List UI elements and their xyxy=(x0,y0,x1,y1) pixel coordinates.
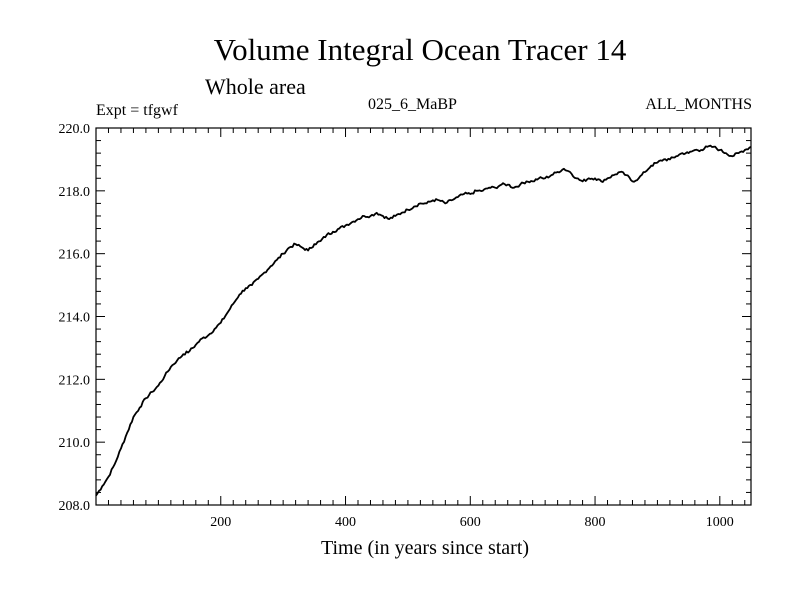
y-tick-label: 218.0 xyxy=(59,185,91,200)
plot-frame xyxy=(95,127,752,506)
run-label: 025_6_MaBP xyxy=(368,96,457,113)
x-tick-label: 600 xyxy=(460,515,481,530)
y-tick-label: 210.0 xyxy=(59,436,91,451)
y-tick-label: 220.0 xyxy=(59,122,91,137)
experiment-label: Expt = tfgwf xyxy=(96,102,178,119)
x-axis-label: Time (in years since start) xyxy=(320,537,530,559)
series-line xyxy=(95,144,752,497)
chart-subtitle: Whole area xyxy=(205,74,306,99)
months-label: ALL_MONTHS xyxy=(645,96,752,113)
x-tick-label: 200 xyxy=(210,515,231,530)
y-tick-label: 214.0 xyxy=(59,311,91,326)
chart-title: Volume Integral Ocean Tracer 14 xyxy=(213,32,627,67)
tick-labels: 200 400 600 800 1000 208.0 210.0 212.0 214.0 216.… xyxy=(59,122,734,530)
y-tick-label: 208.0 xyxy=(59,499,91,514)
axis-ticks xyxy=(96,128,751,505)
x-tick-label: 1000 xyxy=(706,515,734,530)
y-tick-label: 212.0 xyxy=(59,373,91,388)
y-tick-label: 216.0 xyxy=(59,248,91,263)
x-tick-label: 400 xyxy=(335,515,356,530)
x-tick-label: 800 xyxy=(585,515,606,530)
